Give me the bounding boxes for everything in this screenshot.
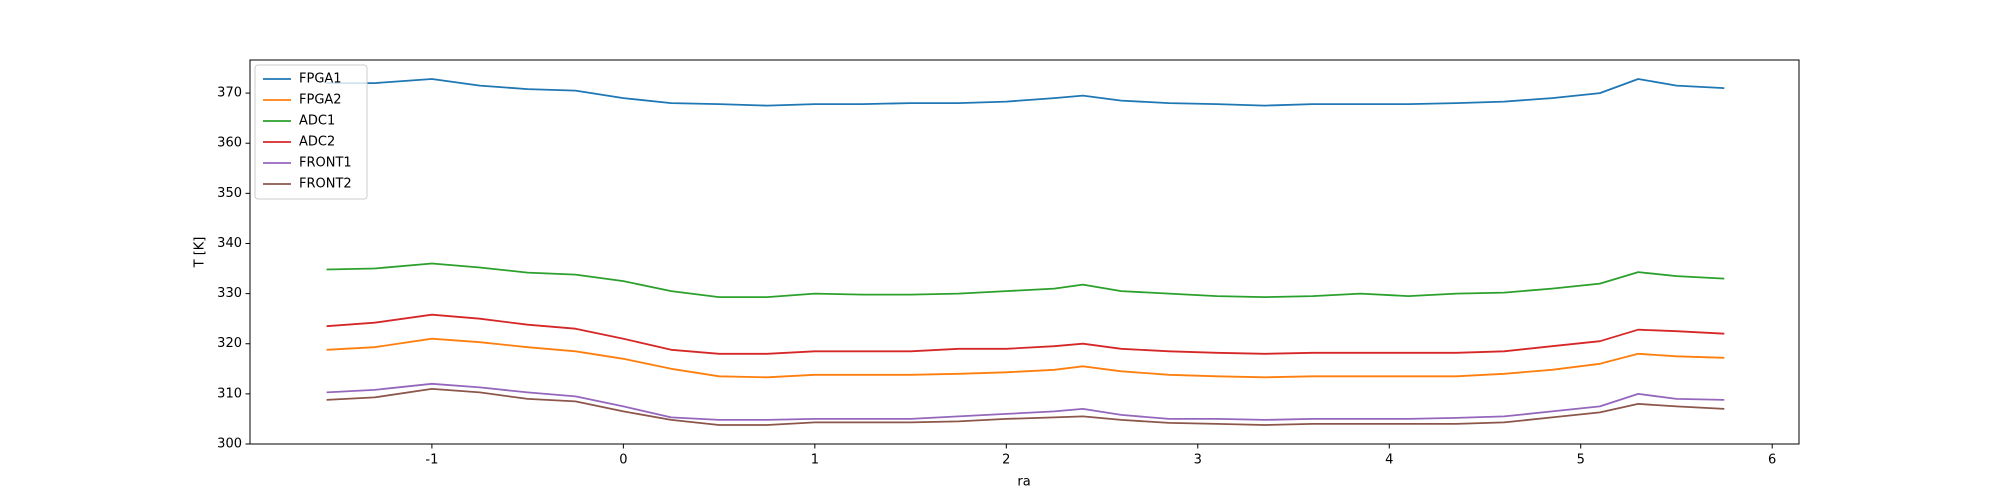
x-tick-label: 3 — [1194, 453, 1202, 468]
legend-label: ADC1 — [299, 114, 335, 129]
x-tick-label: 4 — [1385, 453, 1393, 468]
line-series — [326, 388, 1725, 426]
line-series — [326, 382, 1725, 421]
legend-label: ADC2 — [299, 135, 335, 150]
legend: FPGA1 FPGA2 ADC1 ADC2 FRONT1 FRONT2 — [254, 64, 368, 200]
x-tick-label: -1 — [425, 453, 438, 468]
x-tick-label: 1 — [811, 453, 819, 468]
line-series — [326, 313, 1725, 355]
line-series — [326, 78, 1725, 107]
y-tick-label: 360 — [217, 136, 242, 151]
legend-label: FRONT2 — [299, 177, 352, 192]
legend-box — [254, 64, 368, 200]
y-tick-label: 350 — [217, 186, 242, 201]
x-axis-label: ra — [1017, 475, 1030, 490]
y-tick-label: 340 — [217, 236, 242, 251]
x-tick-label: 6 — [1768, 453, 1776, 468]
plot-frame — [249, 59, 1800, 445]
y-tick-label: 330 — [217, 286, 242, 301]
y-axis-label: T [K] — [193, 237, 208, 269]
line-series — [326, 262, 1725, 298]
line-series — [326, 337, 1725, 379]
legend-label: FRONT1 — [299, 156, 352, 171]
y-tick-label: 300 — [217, 437, 242, 452]
y-tick-label: 320 — [217, 336, 242, 351]
x-tick-label: 2 — [1002, 453, 1010, 468]
legend-label: FPGA1 — [299, 72, 342, 87]
legend-label: FPGA2 — [299, 93, 342, 108]
y-tick-label: 310 — [217, 386, 242, 401]
y-tick-label: 370 — [217, 86, 242, 101]
x-tick-label: 5 — [1577, 453, 1585, 468]
x-tick-label: 0 — [619, 453, 627, 468]
